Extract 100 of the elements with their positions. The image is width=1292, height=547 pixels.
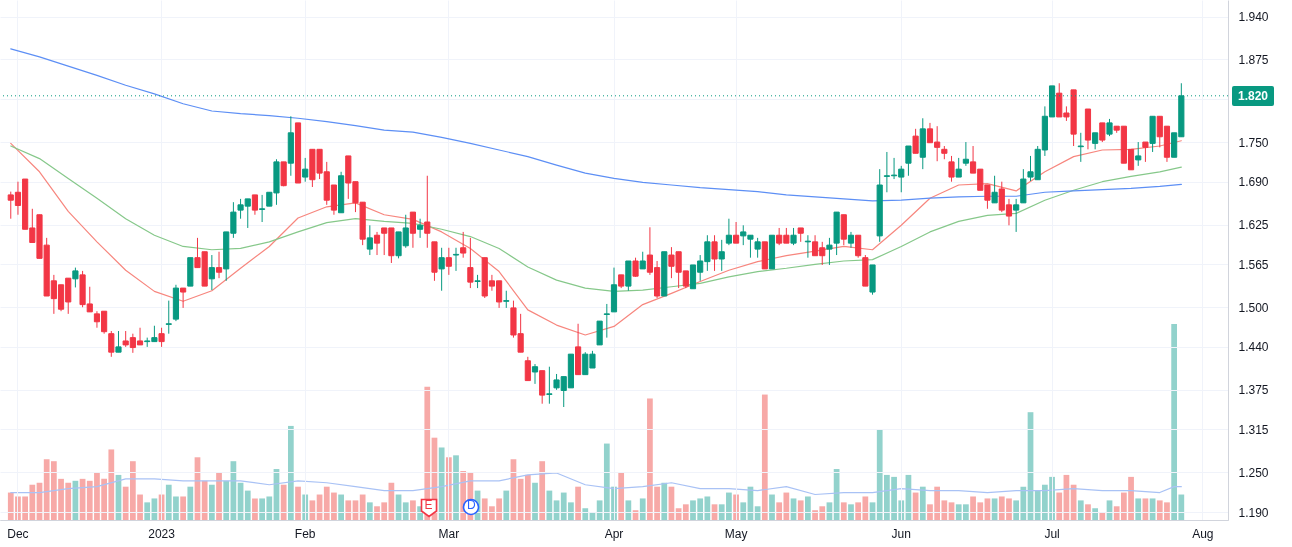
bar [1056,492,1063,520]
bar [345,500,352,520]
y-tick-label: 1.750 [1238,135,1269,150]
x-tick-label: Jul [1044,526,1060,541]
bar [639,498,646,520]
bar [1135,498,1142,520]
bar [223,480,230,520]
candlestick [948,155,955,183]
candlestick [438,247,445,292]
bar [919,486,926,520]
candlestick [546,366,553,405]
candlestick [718,239,725,272]
x-tick-label: Feb [294,526,316,541]
candlestick [373,231,381,256]
bar [201,480,208,520]
y-tick-label: 1.315 [1238,422,1269,437]
candlestick [108,330,115,358]
y-tick-label: 1.250 [1238,465,1269,480]
bar [797,500,804,520]
bar [252,498,258,520]
bar [216,472,222,520]
bar [805,496,811,520]
bar [438,447,445,520]
bar [625,500,632,520]
candlestick [158,327,165,348]
candlestick [452,247,460,272]
bar [453,455,459,520]
candlestick [259,194,266,223]
line-series [10,145,1182,292]
bar [144,502,151,520]
candlestick [531,363,539,385]
bar [280,484,287,520]
candlestick [165,300,172,335]
candlestick [445,247,452,276]
y-tick-label: 1.500 [1238,300,1269,315]
x-tick-label: Dec [7,526,29,541]
bar [410,500,416,520]
bar [618,472,625,520]
bar [546,490,553,520]
candlestick [912,128,919,154]
bar [503,490,510,520]
bar [1077,500,1084,520]
bar [180,496,186,520]
candlestick [955,157,962,178]
candlestick [524,356,531,382]
candlestick [302,157,309,183]
y-tick-label: 1.690 [1238,175,1269,190]
candlestick [632,257,639,278]
bar [840,502,847,520]
candlestick [1020,168,1027,204]
candlestick [460,231,467,259]
candlestick [991,175,998,204]
x-tick-label: Mar [438,526,460,541]
line-series [10,140,1182,336]
bar [187,486,194,520]
x-tick-label: Apr [604,526,624,541]
bar [761,394,768,520]
ref-line-label: 1.820 [1232,85,1275,106]
bar [1085,504,1091,520]
bar [575,486,581,520]
y-tick-label: 1.940 [1238,10,1269,25]
candlestick [409,211,417,249]
bar [366,502,373,520]
candlestick [603,303,610,339]
candlestick [280,161,287,187]
bar [1099,512,1106,520]
candlestick [596,320,603,346]
y-tick-label: 1.565 [1238,257,1269,272]
candlestick [733,221,740,244]
bar [402,502,409,520]
candlestick [1142,141,1149,163]
bar [848,504,854,520]
candlestick [1013,198,1020,233]
y-tick-label: 1.440 [1238,340,1269,355]
x-tick-label: Aug [1192,526,1214,541]
x-tick-label: 2023 [148,526,176,541]
candlestick [180,287,187,309]
x-tick-label: Jun [891,526,911,541]
candlestick [855,234,862,259]
bar [295,486,301,520]
candlestick [962,141,969,167]
candlestick [754,237,761,259]
bar [740,502,747,520]
bar [769,494,775,520]
candlestick [1099,122,1106,143]
y-tick-label: 1.875 [1238,52,1269,67]
candlestick [72,267,79,288]
candlestick [826,237,833,266]
bar [582,508,589,520]
candlestick [208,254,215,291]
bar [539,461,546,520]
bar [244,490,251,520]
candlestick [251,194,259,216]
candlestick [725,218,732,246]
candlestick [905,145,912,177]
candlestick [1077,132,1084,163]
y-tick-label: 1.190 [1238,505,1269,520]
line-series [10,48,1182,202]
candlestick [115,330,122,353]
candlestick [711,234,718,272]
